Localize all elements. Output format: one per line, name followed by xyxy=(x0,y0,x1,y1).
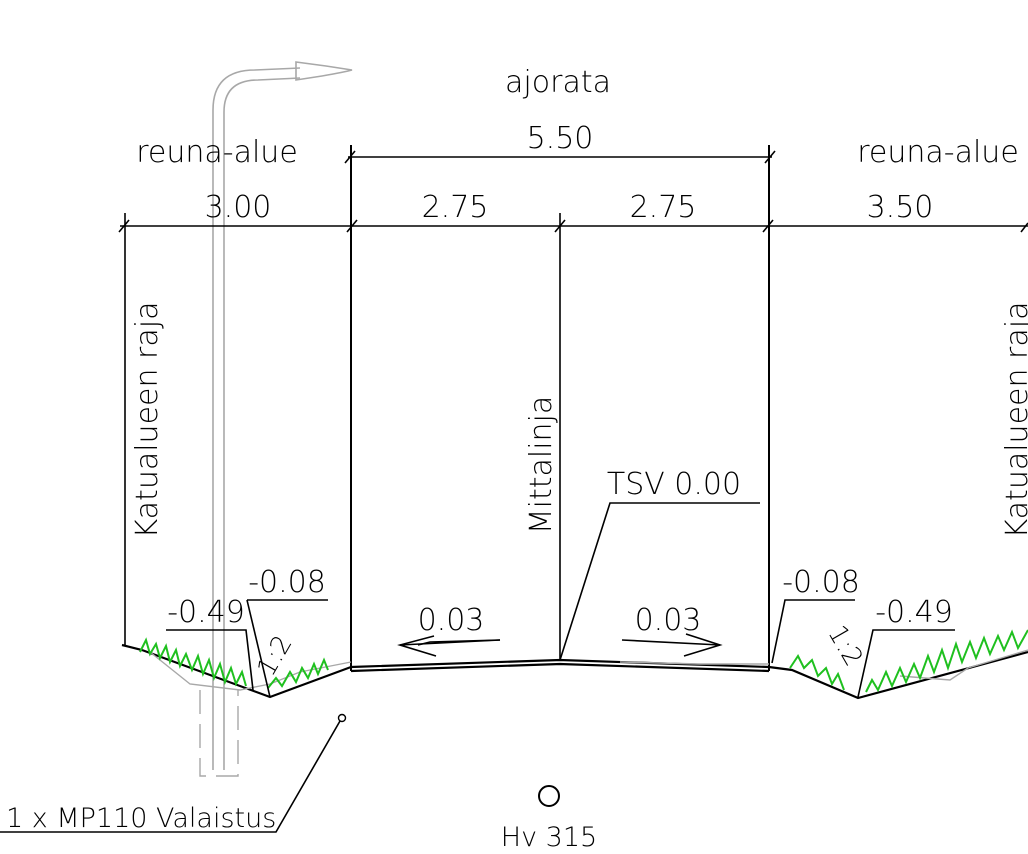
dim-left-edge: 3.00 xyxy=(205,190,272,225)
level-right-ditch: -0.49 xyxy=(875,595,953,630)
hydrant-symbol xyxy=(538,785,560,807)
label-tsv: TSV 0.00 xyxy=(607,467,741,502)
label-reuna-left: reuna-alue xyxy=(136,135,298,170)
dimension-lines xyxy=(118,145,1028,665)
level-left-ditch: -0.49 xyxy=(167,595,245,630)
dim-lane-left: 2.75 xyxy=(422,190,489,225)
label-hydrant: Hv 315 xyxy=(501,822,597,853)
grass-hatching xyxy=(139,629,1028,693)
dim-lane-right: 2.75 xyxy=(630,190,697,225)
ratio-right: 1:2 xyxy=(821,620,868,671)
label-boundary-right: Katualueen raja xyxy=(1000,302,1028,539)
slope-left-value: 0.03 xyxy=(418,603,485,638)
level-left-shoulder: -0.08 xyxy=(248,565,326,600)
label-centerline: Mittalinja xyxy=(524,396,559,535)
level-right-shoulder: -0.08 xyxy=(782,565,860,600)
label-boundary-left: Katualueen raja xyxy=(130,302,165,539)
light-pole xyxy=(199,61,353,777)
slope-right-value: 0.03 xyxy=(635,603,702,638)
label-ajorata: ajorata xyxy=(505,65,611,100)
dim-total-width: 5.50 xyxy=(527,121,594,156)
leader-lines xyxy=(0,502,955,833)
dim-right-edge: 3.50 xyxy=(867,190,934,225)
label-reuna-right: reuna-alue xyxy=(857,135,1019,170)
road-surface xyxy=(121,643,1028,700)
label-lighting: 1 x MP110 Valaistus xyxy=(6,803,276,834)
